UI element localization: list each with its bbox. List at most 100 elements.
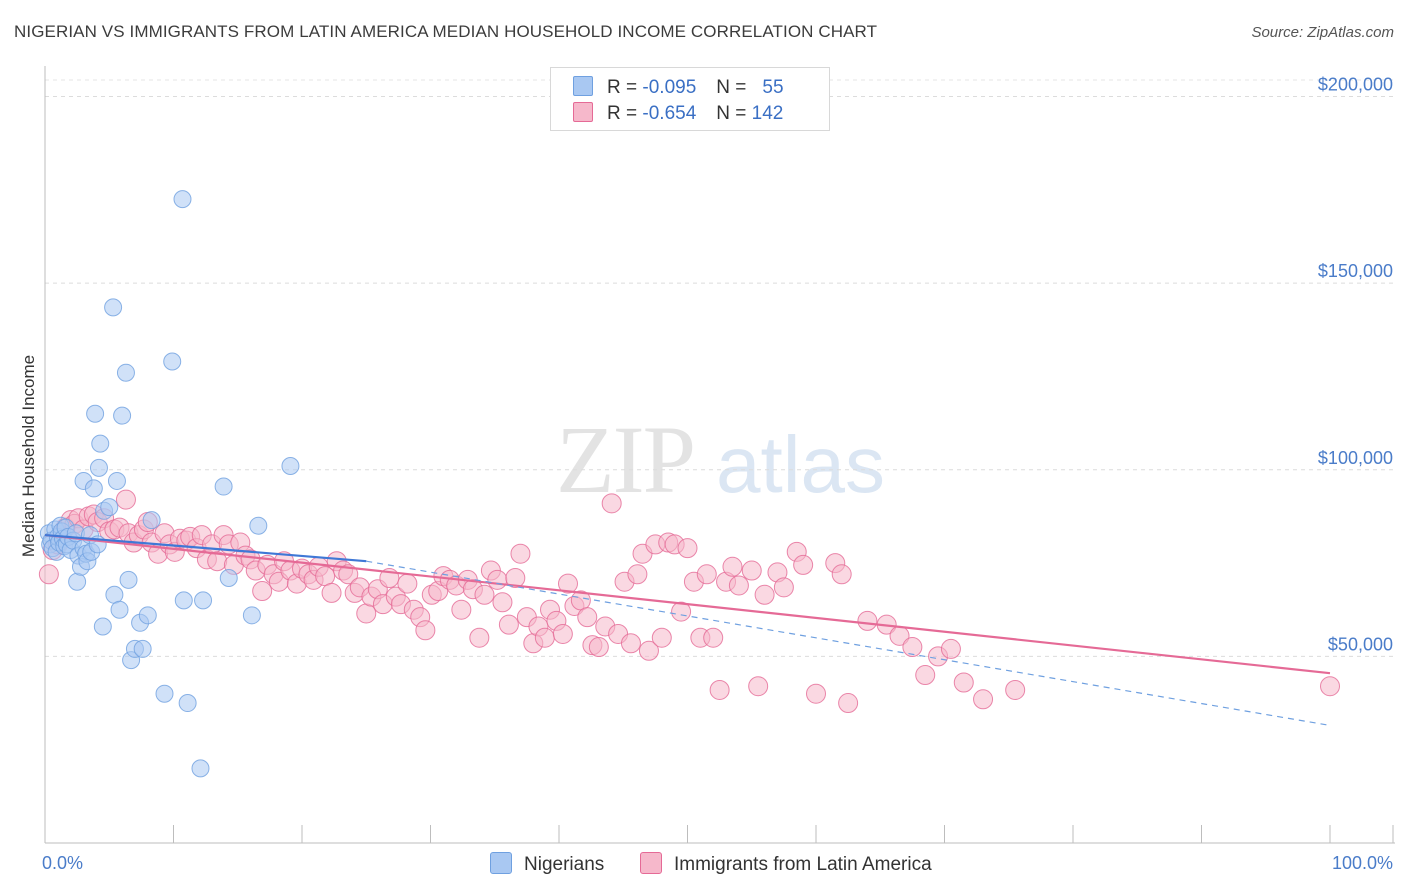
point-nigerians <box>219 568 238 587</box>
watermark: ZIP atlas <box>556 406 885 513</box>
point-latin-america <box>601 493 622 514</box>
point-latin-america <box>115 489 136 510</box>
point-nigerians <box>191 759 210 778</box>
point-latin-america <box>552 623 573 644</box>
legend-n-value: 55 <box>762 77 784 98</box>
point-nigerians <box>281 457 300 476</box>
point-latin-america <box>498 614 519 635</box>
point-latin-america <box>793 554 814 575</box>
x-tick-label-end: 100.0% <box>1332 853 1393 873</box>
point-latin-america <box>620 633 641 654</box>
watermark-zip: ZIP <box>556 406 694 513</box>
trend-line-nigerians-dashed <box>366 560 1331 727</box>
point-latin-america <box>696 564 717 585</box>
point-latin-america <box>627 564 648 585</box>
point-latin-america <box>838 693 859 714</box>
point-latin-america <box>474 584 495 605</box>
point-latin-america <box>252 581 273 602</box>
trend-line-latin-america <box>44 533 1331 675</box>
point-latin-america <box>505 567 526 588</box>
series-latin-america <box>38 489 1340 714</box>
point-nigerians <box>100 498 119 517</box>
point-nigerians <box>214 477 233 496</box>
point-latin-america <box>638 640 659 661</box>
tick-labels: $50,000 $100,000 $150,000 $200,000 0.0% 100.0… <box>42 75 1393 874</box>
chart-title: NIGERIAN VS IMMIGRANTS FROM LATIN AMERIC… <box>14 22 878 41</box>
series-label-nigerians: Nigerians <box>524 854 605 875</box>
point-nigerians <box>155 684 174 703</box>
legend-swatch-latin-america <box>573 102 593 122</box>
point-latin-america <box>703 627 724 648</box>
source-label: Source: ZipAtlas.com <box>1251 24 1394 41</box>
trend-lines <box>44 533 1331 727</box>
point-nigerians <box>104 298 123 317</box>
point-nigerians <box>163 352 182 371</box>
point-latin-america <box>321 582 342 603</box>
trend-line-nigerians <box>44 533 367 563</box>
point-latin-america <box>534 627 555 648</box>
point-latin-america <box>338 564 359 585</box>
point-nigerians <box>138 606 157 625</box>
point-nigerians <box>249 516 268 535</box>
x-tick-label-start: 0.0% <box>42 853 83 873</box>
point-nigerians <box>89 458 108 477</box>
point-latin-america <box>671 601 692 622</box>
legend-r-value: -0.095 <box>642 77 697 98</box>
series-nigerians <box>39 190 300 778</box>
point-latin-america <box>806 683 826 704</box>
point-nigerians <box>173 190 192 209</box>
series-legend-latin-america: Immigrants from Latin America <box>640 852 932 876</box>
point-latin-america <box>722 556 743 577</box>
legend-n-label: N = <box>716 103 747 124</box>
point-latin-america <box>728 575 749 596</box>
point-latin-america <box>831 564 852 585</box>
point-nigerians <box>113 406 132 425</box>
point-latin-america <box>1005 679 1026 700</box>
point-latin-america <box>857 610 878 631</box>
point-latin-america <box>748 676 769 697</box>
point-latin-america <box>651 627 672 648</box>
point-latin-america <box>415 620 436 641</box>
point-nigerians <box>107 471 126 490</box>
point-nigerians <box>119 570 138 589</box>
point-latin-america <box>754 584 775 605</box>
point-latin-america <box>940 638 961 659</box>
watermark-atlas: atlas <box>716 420 885 509</box>
point-nigerians <box>133 639 152 658</box>
point-latin-america <box>588 637 609 658</box>
point-nigerians <box>116 363 135 382</box>
point-nigerians <box>174 591 193 610</box>
legend-swatch-nigerians <box>573 76 593 96</box>
legend-r-label: R = <box>607 103 638 124</box>
legend-r-label: R = <box>607 77 638 98</box>
point-latin-america <box>510 543 531 564</box>
legend-row-latin-america: R = -0.654 N = 142 <box>573 102 783 128</box>
series-swatch-nigerians <box>490 852 512 874</box>
legend-r-value: -0.654 <box>642 103 697 124</box>
point-nigerians <box>68 572 87 591</box>
series-swatch-latin-america <box>640 852 662 874</box>
point-latin-america <box>915 665 936 686</box>
point-nigerians <box>91 434 110 453</box>
legend-row-nigerians: R = -0.095 N = 55 <box>573 76 784 102</box>
point-latin-america <box>1320 676 1340 697</box>
series-label-latin-america: Immigrants from Latin America <box>674 854 932 875</box>
point-latin-america <box>577 607 598 628</box>
point-nigerians <box>84 479 103 498</box>
point-latin-america <box>709 679 730 700</box>
point-nigerians <box>86 404 105 423</box>
axes <box>44 66 1395 844</box>
y-axis-label: Median Household Income <box>19 355 38 557</box>
point-nigerians <box>142 511 161 530</box>
y-tick-label: $50,000 <box>1328 634 1393 654</box>
point-latin-america <box>451 599 472 620</box>
series-legend: Nigerians Immigrants from Latin America <box>0 852 1406 878</box>
point-latin-america <box>953 672 974 693</box>
point-nigerians <box>93 617 112 636</box>
point-latin-america <box>741 560 762 581</box>
data-points <box>38 190 1340 778</box>
point-nigerians <box>110 600 129 619</box>
point-nigerians <box>242 606 261 625</box>
y-tick-label: $100,000 <box>1318 448 1393 468</box>
